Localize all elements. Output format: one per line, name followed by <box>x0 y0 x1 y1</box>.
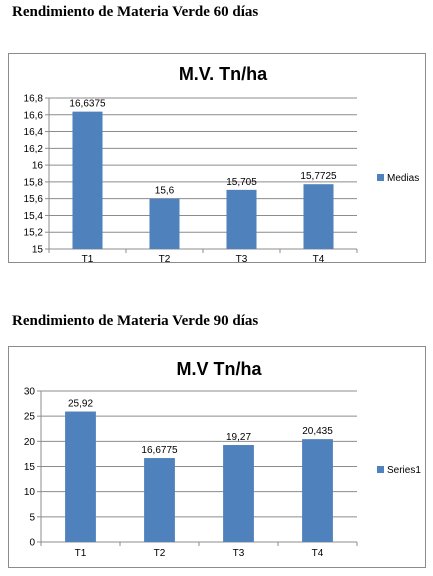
data-label: 16,6775 <box>141 445 178 456</box>
y-tick-label: 15,6 <box>24 194 44 205</box>
y-tick-label: 15,8 <box>24 177 44 188</box>
x-tick-label: T4 <box>313 254 325 262</box>
x-tick-label: T3 <box>236 254 248 262</box>
chart-2-frame: M.V Tn/ha 0 5 10 15 20 25 30 25,92 T1 16,6775 T2 19,… <box>8 346 426 568</box>
y-tick-label: 0 <box>29 538 35 549</box>
data-label: 16,6375 <box>69 99 106 110</box>
chart-2-heading: Rendimiento de Materia Verde 90 días <box>12 313 259 329</box>
y-tick-label: 20 <box>24 437 36 448</box>
legend-swatch <box>377 466 384 473</box>
x-tick-label: T1 <box>75 548 87 559</box>
chart-1-heading: Rendimiento de Materia Verde 60 días <box>12 4 259 20</box>
legend-label: Medias <box>387 173 419 184</box>
chart-1-frame: M.V. Tn/ha 15 15,2 15,4 15,6 15,8 16 16,2 16,4 16… <box>8 53 426 263</box>
legend-label: Series1 <box>387 465 421 476</box>
x-tick-label: T3 <box>233 548 245 559</box>
y-tick-label: 30 <box>24 387 36 398</box>
y-tick-label: 5 <box>29 512 35 523</box>
y-tick-label: 15 <box>32 245 44 256</box>
data-label: 15,705 <box>226 177 257 188</box>
bar <box>149 198 180 249</box>
data-label: 15,6 <box>155 186 175 197</box>
data-label: 19,27 <box>226 432 251 443</box>
y-tick-label: 16,6 <box>24 110 44 121</box>
x-tick-label: T2 <box>154 548 166 559</box>
bar <box>302 439 333 542</box>
y-tick-label: 25 <box>24 412 36 423</box>
y-tick-label: 15,2 <box>24 228 44 239</box>
y-tick-label: 10 <box>24 487 36 498</box>
x-tick-label: T1 <box>82 254 94 262</box>
y-tick-label: 16,4 <box>24 127 44 138</box>
bar <box>223 445 254 542</box>
y-tick-label: 15 <box>24 462 36 473</box>
bar <box>226 189 257 249</box>
y-tick-label: 15,4 <box>24 211 44 222</box>
chart-title: M.V Tn/ha <box>177 359 263 379</box>
y-tick-label: 16,8 <box>24 94 44 105</box>
chart-2-svg: M.V Tn/ha 0 5 10 15 20 25 30 25,92 T1 16,6775 T2 19,… <box>24 359 421 559</box>
bar <box>303 184 334 249</box>
x-tick-label: T4 <box>312 548 324 559</box>
data-label: 15,7725 <box>300 171 337 182</box>
x-tick-label: T2 <box>159 254 171 262</box>
y-tick-label: 16 <box>32 161 44 172</box>
y-tick-label: 16,2 <box>24 144 44 155</box>
data-label: 20,435 <box>302 426 333 437</box>
data-label: 25,92 <box>68 399 93 410</box>
chart-title: M.V. Tn/ha <box>179 64 268 84</box>
bar <box>65 411 96 542</box>
chart-1-svg: M.V. Tn/ha 15 15,2 15,4 15,6 15,8 16 16,2 16,4 16… <box>24 64 420 262</box>
bar <box>144 458 175 542</box>
legend-swatch <box>377 174 384 181</box>
bar <box>72 111 103 249</box>
